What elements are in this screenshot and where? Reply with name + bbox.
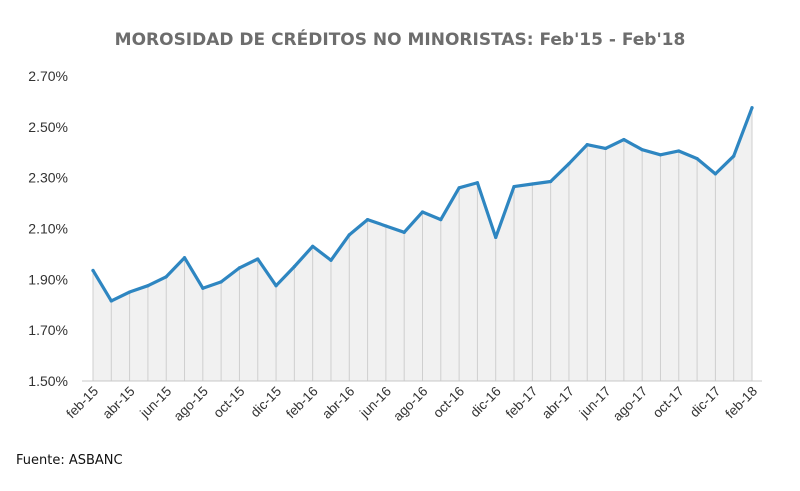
data-point <box>585 143 589 147</box>
data-point <box>549 179 553 184</box>
x-tick-label: dic-16 <box>467 384 504 421</box>
y-tick-label: 1.90% <box>28 271 68 287</box>
data-point <box>658 153 663 157</box>
x-tick-label: oct-15 <box>210 384 247 421</box>
data-point <box>311 244 315 248</box>
chart-title: MOROSIDAD DE CRÉDITOS NO MINORISTAS: Feb… <box>115 28 686 50</box>
x-tick-label: abr-15 <box>100 384 138 422</box>
x-tick-label: ago-15 <box>171 384 211 424</box>
x-tick-label: dic-17 <box>687 384 724 421</box>
data-point <box>384 224 388 228</box>
data-point <box>475 181 480 185</box>
data-point <box>182 256 187 260</box>
data-point <box>237 266 242 270</box>
data-point <box>292 265 296 269</box>
data-point <box>365 218 370 222</box>
data-point <box>256 257 260 261</box>
data-point <box>713 172 717 176</box>
source-note: Fuente: ASBANC <box>16 453 123 468</box>
data-point <box>603 146 608 151</box>
x-tick-label: ago-16 <box>390 384 430 424</box>
data-point <box>402 230 406 234</box>
data-point <box>750 106 754 110</box>
data-point <box>530 182 534 186</box>
data-point <box>494 235 498 239</box>
y-tick-label: 2.70% <box>28 68 68 84</box>
data-point <box>677 149 681 153</box>
data-point <box>439 218 443 222</box>
x-tick-label: ago-17 <box>610 384 650 424</box>
x-tick-label: jun-17 <box>576 384 614 422</box>
y-tick-label: 1.70% <box>28 322 68 338</box>
y-tick-label: 1.50% <box>28 373 68 389</box>
x-tick-label: oct-16 <box>430 384 467 421</box>
data-point <box>109 299 113 303</box>
x-tick-label: abr-16 <box>319 384 357 422</box>
x-tick-label: feb-17 <box>503 384 541 422</box>
data-point <box>512 184 516 189</box>
y-tick-label: 2.10% <box>28 221 68 237</box>
data-point <box>732 154 736 158</box>
x-tick-label: dic-15 <box>248 384 285 421</box>
data-point <box>420 210 425 214</box>
data-point <box>146 284 150 288</box>
data-point <box>457 186 461 190</box>
y-axis: 2.70% 2.50% 2.30% 2.10% 1.90% 1.70% 1.50% <box>28 68 68 389</box>
x-tick-label: feb-15 <box>63 384 101 422</box>
data-point <box>128 290 132 294</box>
data-point <box>274 284 278 288</box>
data-point <box>91 268 95 273</box>
data-point <box>622 137 626 142</box>
data-point <box>695 157 699 161</box>
data-point <box>567 162 571 166</box>
x-tick-label: jun-16 <box>356 384 394 422</box>
data-point <box>640 148 644 152</box>
x-tick-label: feb-18 <box>722 384 760 422</box>
data-point <box>201 286 205 290</box>
x-tick-label: jun-15 <box>136 384 174 422</box>
y-tick-label: 2.50% <box>28 119 68 135</box>
plot-area <box>82 106 762 382</box>
data-point <box>164 275 168 279</box>
data-point <box>329 258 333 262</box>
data-point <box>219 280 223 284</box>
x-tick-label: feb-16 <box>283 384 321 422</box>
y-tick-label: 2.30% <box>28 170 68 186</box>
x-tick-label: abr-17 <box>539 384 577 422</box>
x-tick-label: oct-17 <box>650 384 687 421</box>
data-point <box>347 233 351 237</box>
